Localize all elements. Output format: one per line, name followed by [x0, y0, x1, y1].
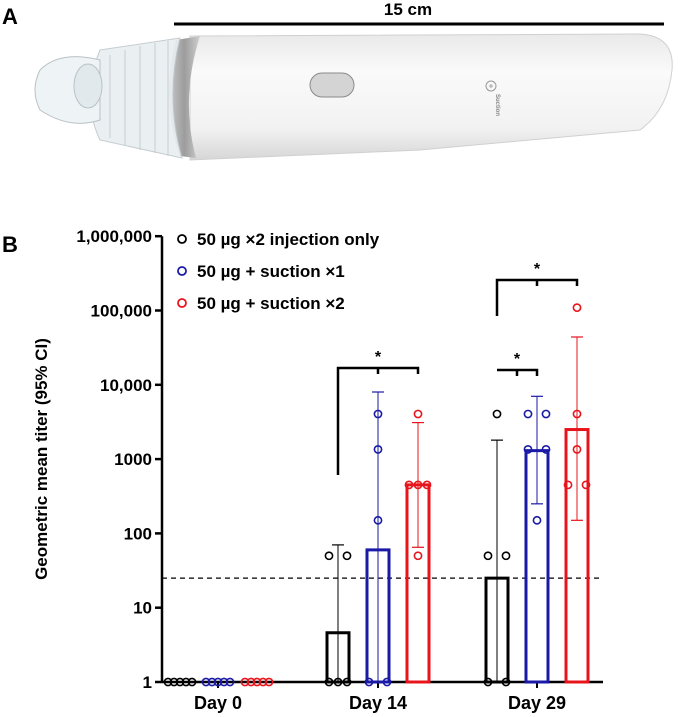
data-point [187, 677, 197, 687]
data-point [324, 677, 334, 687]
significance-bracket [336, 366, 420, 475]
legend-label: 50 µg + suction ×1 [197, 262, 345, 281]
data-point [413, 551, 423, 561]
data-point [207, 677, 217, 687]
data-point [219, 677, 229, 687]
data-point [213, 677, 223, 687]
data-point [581, 480, 591, 490]
data-point [501, 551, 511, 561]
data-point [364, 677, 374, 687]
y-tick-label: 100,000 [91, 302, 152, 321]
data-point [404, 480, 414, 490]
data-point [572, 303, 582, 313]
significance-label: * [514, 351, 521, 368]
data-point [572, 445, 582, 454]
data-point [373, 409, 383, 419]
data-point [258, 677, 268, 687]
y-tick-label: 10,000 [100, 376, 152, 395]
y-axis-label: Geometric mean titer (95% CI) [32, 338, 51, 580]
suction-device-photo: Suction [34, 33, 673, 161]
data-point [483, 551, 493, 561]
data-point [373, 515, 383, 525]
y-tick-label: 1,000,000 [76, 227, 152, 246]
data-point [225, 677, 235, 687]
panel-b-label: B [2, 232, 18, 257]
legend-label: 50 µg ×2 injection only [197, 230, 380, 249]
data-point [246, 677, 256, 687]
y-tick-label: 1 [143, 673, 152, 692]
data-point [169, 677, 179, 687]
legend-marker [177, 234, 187, 244]
data-point [181, 677, 191, 687]
suction-device-text: Suction [494, 94, 500, 116]
data-point [264, 677, 274, 687]
data-point [501, 677, 511, 687]
legend-marker [177, 298, 187, 308]
y-tick-label: 100 [124, 524, 152, 543]
x-tick-label: Day 29 [508, 693, 566, 713]
data-point [572, 409, 582, 419]
data-point [333, 677, 343, 687]
significance-bracket [497, 368, 539, 376]
data-point [483, 677, 493, 687]
data-point [201, 677, 211, 687]
significance-label: * [534, 261, 541, 278]
significance-bracket [495, 278, 579, 316]
legend: 50 µg ×2 injection only 50 µg + suction ×… [177, 230, 380, 313]
data-point [342, 677, 352, 687]
data-point [532, 515, 542, 525]
panel-a-label: A [2, 4, 18, 29]
data-point [541, 445, 551, 454]
data-point [163, 677, 173, 687]
data-point [413, 409, 423, 419]
power-button [309, 72, 355, 98]
data-point [541, 409, 551, 419]
plot-area: Day 0 Day 14 Day 29 * * * [162, 261, 603, 713]
scale-bar-label: 15 cm [384, 0, 432, 19]
data-point [492, 409, 502, 419]
data-point [523, 409, 533, 419]
data-point [373, 445, 383, 454]
data-point [382, 677, 392, 687]
y-tick-label: 1000 [114, 450, 152, 469]
data-point [413, 480, 423, 490]
y-axis: 1 10 100 1000 10,000 100,000 1,000,000 [76, 227, 164, 692]
data-point [240, 677, 250, 687]
legend-label: 50 µg + suction ×2 [197, 294, 345, 313]
data-point [175, 677, 185, 687]
x-tick-label: Day 14 [349, 693, 407, 713]
data-point [523, 445, 533, 454]
legend-marker [177, 266, 187, 276]
data-point [422, 480, 432, 490]
significance-label: * [375, 349, 382, 366]
x-tick-label: Day 0 [194, 693, 242, 713]
suction-indicator-icon [485, 80, 497, 92]
y-tick-label: 10 [133, 599, 152, 618]
data-point [252, 677, 262, 687]
data-point [342, 551, 352, 561]
data-point [563, 480, 573, 490]
data-point [324, 551, 334, 561]
